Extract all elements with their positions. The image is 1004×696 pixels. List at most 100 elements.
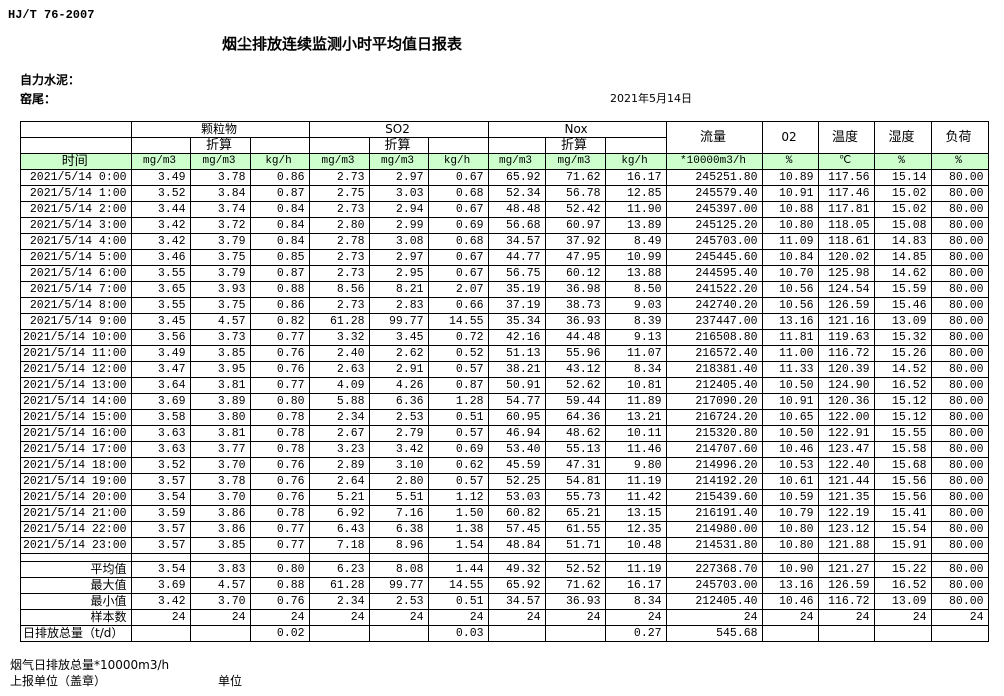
value-cell: 11.81 bbox=[761, 329, 819, 346]
value-cell: 61.55 bbox=[544, 521, 606, 538]
value-cell bbox=[817, 625, 875, 642]
flue-total-label: 烟气日排放总量*10000m3/h bbox=[10, 658, 170, 672]
value-cell: 2.34 bbox=[308, 409, 370, 426]
summary-row: 最小值 3.42 3.70 0.76 2.34 2.53 0.51 34.57 36.93 8.3… bbox=[20, 593, 989, 610]
value-cell: 7.18 bbox=[308, 537, 370, 554]
value-cell: 3.42 bbox=[130, 217, 191, 234]
time-cell: 2021/5/14 12:00 bbox=[20, 361, 132, 378]
value-cell: 2.40 bbox=[308, 345, 370, 362]
value-cell: 5.21 bbox=[308, 489, 370, 506]
table-row: 2021/5/14 12:00 3.47 3.95 0.76 2.63 2.91 0.57 3… bbox=[20, 361, 989, 378]
value-cell: 13.21 bbox=[604, 409, 667, 426]
value-cell: 3.08 bbox=[368, 233, 429, 250]
value-cell: 54.81 bbox=[544, 473, 606, 490]
value-cell: 48.48 bbox=[487, 201, 546, 218]
value-cell: 245445.60 bbox=[665, 249, 763, 266]
value-cell: 80.00 bbox=[930, 345, 989, 362]
unit-cell: mg/m3 bbox=[308, 153, 370, 170]
value-cell: 3.45 bbox=[130, 313, 191, 330]
value-cell: 59.44 bbox=[544, 393, 606, 410]
value-cell: 1.50 bbox=[427, 505, 489, 522]
value-cell: 3.57 bbox=[130, 473, 191, 490]
value-cell: 0.77 bbox=[249, 377, 310, 394]
value-cell: 15.12 bbox=[873, 409, 932, 426]
value-cell: 2.63 bbox=[308, 361, 370, 378]
value-cell: 0.88 bbox=[249, 577, 310, 594]
value-cell: 8.08 bbox=[368, 561, 429, 578]
value-cell: 3.42 bbox=[130, 233, 191, 250]
value-cell: 10.56 bbox=[761, 297, 819, 314]
table-row: 2021/5/14 2:00 3.44 3.74 0.84 2.73 2.94 0.67 48… bbox=[20, 201, 989, 218]
table-row: 2021/5/14 15:00 3.58 3.80 0.78 2.34 2.53 0.51 6… bbox=[20, 409, 989, 426]
time-cell: 2021/5/14 5:00 bbox=[20, 249, 132, 266]
value-cell: 123.47 bbox=[817, 441, 875, 458]
value-cell: 80.00 bbox=[930, 393, 989, 410]
value-cell: 0.68 bbox=[427, 185, 489, 202]
value-cell: 2.83 bbox=[368, 297, 429, 314]
value-cell bbox=[130, 625, 191, 642]
value-cell: 56.78 bbox=[544, 185, 606, 202]
value-cell: 1.12 bbox=[427, 489, 489, 506]
value-cell: 2.79 bbox=[368, 425, 429, 442]
value-cell: 52.52 bbox=[544, 561, 606, 578]
value-cell: 0.77 bbox=[249, 537, 310, 554]
value-cell: 126.59 bbox=[817, 297, 875, 314]
time-cell: 2021/5/14 16:00 bbox=[20, 425, 132, 442]
value-cell: 15.08 bbox=[873, 217, 932, 234]
value-cell: 24 bbox=[665, 609, 763, 626]
value-cell: 126.59 bbox=[817, 577, 875, 594]
value-cell: 245397.00 bbox=[665, 201, 763, 218]
value-cell: 241522.20 bbox=[665, 281, 763, 298]
value-cell: 16.17 bbox=[604, 577, 667, 594]
value-cell: 80.00 bbox=[930, 329, 989, 346]
value-cell: 0.76 bbox=[249, 593, 310, 610]
value-cell: 6.92 bbox=[308, 505, 370, 522]
value-cell: 10.59 bbox=[761, 489, 819, 506]
value-cell: 15.68 bbox=[873, 457, 932, 474]
value-cell: 44.77 bbox=[487, 249, 546, 266]
value-cell: 2.62 bbox=[368, 345, 429, 362]
header-o2: 02 bbox=[761, 121, 819, 154]
value-cell: 10.53 bbox=[761, 457, 819, 474]
value-cell: 3.49 bbox=[130, 169, 191, 186]
value-cell: 3.85 bbox=[189, 537, 251, 554]
report-title: 烟尘排放连续监测小时平均值日报表 bbox=[222, 35, 463, 53]
value-cell: 116.72 bbox=[817, 593, 875, 610]
time-cell: 2021/5/14 13:00 bbox=[20, 377, 132, 394]
unit-cell: kg/h bbox=[249, 153, 310, 170]
value-cell: 6.23 bbox=[308, 561, 370, 578]
value-cell: 244595.40 bbox=[665, 265, 763, 282]
time-cell: 2021/5/14 11:00 bbox=[20, 345, 132, 362]
value-cell: 80.00 bbox=[930, 249, 989, 266]
value-cell: 3.80 bbox=[189, 409, 251, 426]
time-cell: 2021/5/14 10:00 bbox=[20, 329, 132, 346]
value-cell: 3.74 bbox=[189, 201, 251, 218]
table-row: 2021/5/14 3:00 3.42 3.72 0.84 2.80 2.99 0.69 56… bbox=[20, 217, 989, 234]
value-cell: 11.90 bbox=[604, 201, 667, 218]
value-cell: 13.16 bbox=[761, 313, 819, 330]
value-cell: 2.34 bbox=[308, 593, 370, 610]
value-cell: 0.27 bbox=[604, 625, 667, 642]
value-cell: 116.72 bbox=[817, 345, 875, 362]
table-row: 2021/5/14 17:00 3.63 3.77 0.78 3.23 3.42 0.69 5… bbox=[20, 441, 989, 458]
unit-cell: mg/m3 bbox=[130, 153, 191, 170]
value-cell: 216572.40 bbox=[665, 345, 763, 362]
header-row-converted: 折算 折算 折算 bbox=[20, 137, 989, 154]
value-cell: 0.87 bbox=[249, 185, 310, 202]
time-cell: 2021/5/14 4:00 bbox=[20, 233, 132, 250]
value-cell: 80.00 bbox=[930, 505, 989, 522]
value-cell: 0.87 bbox=[427, 377, 489, 394]
value-cell: 14.55 bbox=[427, 577, 489, 594]
value-cell bbox=[189, 625, 251, 642]
value-cell: 8.56 bbox=[308, 281, 370, 298]
value-cell: 0.69 bbox=[427, 217, 489, 234]
value-cell: 3.89 bbox=[189, 393, 251, 410]
value-cell: 3.75 bbox=[189, 297, 251, 314]
time-cell: 2021/5/14 22:00 bbox=[20, 521, 132, 538]
value-cell: 545.68 bbox=[665, 625, 763, 642]
value-cell: 56.68 bbox=[487, 217, 546, 234]
value-cell: 245703.00 bbox=[665, 233, 763, 250]
value-cell: 61.28 bbox=[308, 577, 370, 594]
value-cell: 48.84 bbox=[487, 537, 546, 554]
value-cell: 0.57 bbox=[427, 473, 489, 490]
